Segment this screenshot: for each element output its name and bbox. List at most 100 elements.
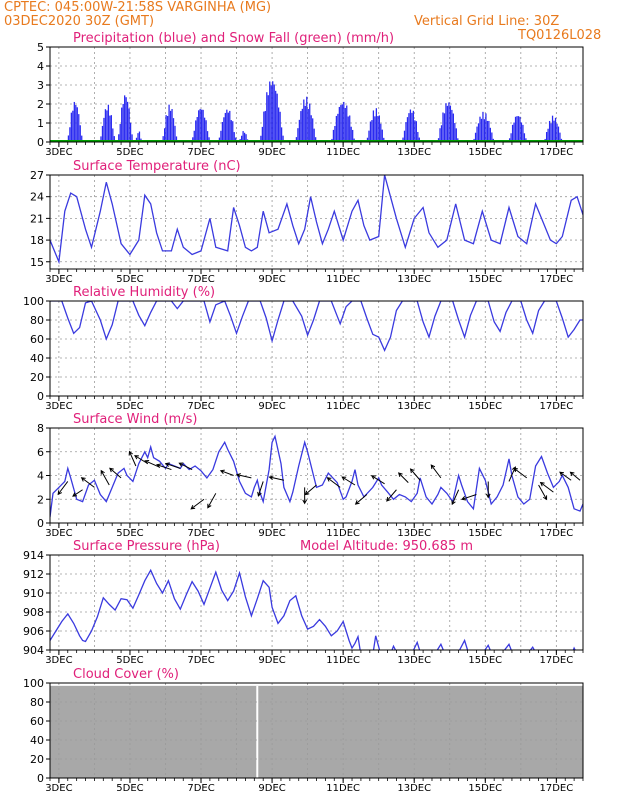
precip-bar [448,102,450,142]
precip-bar [451,109,453,142]
precip-bar [119,123,121,142]
cloud-cover-area [50,685,583,778]
y-tick-label: 40 [30,734,44,747]
precip-bar [124,95,126,142]
y-tick-label: 0 [37,517,44,530]
precip-bar [198,110,200,142]
precip-bar [203,117,206,142]
precip-bar [270,85,272,142]
precip-bar [482,111,484,142]
precip-bar [449,105,452,142]
precip-bar [166,116,169,142]
x-tick-label: 17DEC [539,783,573,794]
precip-bar [103,117,105,142]
header-station: CPTEC: 045:00W-21:58S VARGINHA (MG) [4,0,272,15]
precip-bar [306,96,308,142]
precip-bar [332,129,335,142]
x-tick-label: 15DEC [468,274,502,285]
wind-arrow [156,463,172,471]
wind-arrow [100,469,110,486]
x-tick-label: 15DEC [468,401,502,412]
precip-bar [557,126,560,142]
precip-bar [418,137,420,142]
y-tick-label: 18 [30,234,44,247]
x-tick-label: 5DEC [116,401,143,412]
grid-wind [50,427,583,523]
y-tick-label: 27 [30,169,44,182]
precip-bar [372,110,375,142]
x-tick-label: 11DEC [326,147,360,158]
y-tick-label: 20 [30,371,44,384]
precip-bar [483,119,486,142]
precip-bar [70,112,73,142]
x-tick-label: 5DEC [116,147,143,158]
precip-bar [73,101,75,142]
temperature-line [50,175,583,265]
x-tick-label: 11DEC [326,528,360,539]
x-tick-label: 9DEC [258,528,285,539]
precip-bar [371,120,373,142]
precip-bar [405,122,407,142]
humidity-line [50,301,583,353]
precip-bar [349,115,351,142]
precip-bar [300,111,302,142]
precip-bar [352,129,354,142]
panel-cloud: 0 20 40 60 80 100 3DEC 5DEC 7DEC 9DEC 11DEC 13DEC 15… [23,667,584,794]
wind-arrow [397,472,409,483]
x-tick-label: 5DEC [116,783,143,794]
precip-bar [229,110,231,142]
wind-arrow [134,455,148,465]
precip-bar [164,128,166,142]
header-run-time: 03DEC2020 30Z (GMT) [4,14,155,29]
y-tick-label: 5 [37,41,44,54]
panel-title-precip: Precipitation (blue) and Snow Fall (gree… [73,31,394,46]
precip-bar [138,131,141,142]
y-tick-label: 910 [23,587,44,600]
precip-bar [135,137,138,142]
y-tick-label: 2 [37,98,44,111]
wind-arrow [485,481,491,499]
precip-bar [243,132,246,142]
x-tick-label: 13DEC [397,401,431,412]
precip-bar [126,101,129,142]
precip-bar [122,103,124,142]
precip-bar [260,135,262,142]
y-tick-label: 21 [30,212,44,225]
wind-arrow [539,481,554,493]
precip-bar [279,111,281,142]
precip-bar [374,116,376,142]
y-tick-label: 80 [30,314,44,327]
precip-bars [67,81,563,142]
header-grid-note: Vertical Grid Line: 30Z [414,14,560,29]
x-tick-label: 3DEC [45,401,72,412]
precip-bar [517,116,520,142]
precip-bar [297,128,299,142]
y-tick-label: 8 [37,422,44,435]
x-tick-label: 7DEC [187,655,214,666]
precip-bar [218,137,221,142]
wind-arrow [164,462,181,469]
precip-bar [402,137,404,142]
precip-bar [377,116,379,142]
x-tick-label: 5DEC [116,274,143,285]
panel-wind: 0 2 4 6 8 3DEC 5DEC 7DEC 9DEC 11DEC 13DEC 15DEC 17DE… [37,412,584,539]
precip-bar [553,120,555,142]
precip-bar [547,128,549,142]
y-tick-label: 4 [37,470,44,483]
precip-bar [232,121,234,142]
wind-arrow [569,471,581,481]
precip-bar [282,135,284,142]
precip-bar [230,120,232,142]
precip-bar [172,118,175,142]
wind-arrow [190,498,205,510]
precip-bar [272,81,274,142]
precip-bar [76,107,78,142]
x-tick-label: 9DEC [258,147,285,158]
y-tick-label: 4 [37,60,44,73]
y-tick-label: 15 [30,256,44,269]
precip-bar [128,108,130,142]
precip-bar [550,123,552,142]
y-tick-label: 60 [30,715,44,728]
precip-bar [341,104,343,142]
precip-bar [513,122,515,142]
